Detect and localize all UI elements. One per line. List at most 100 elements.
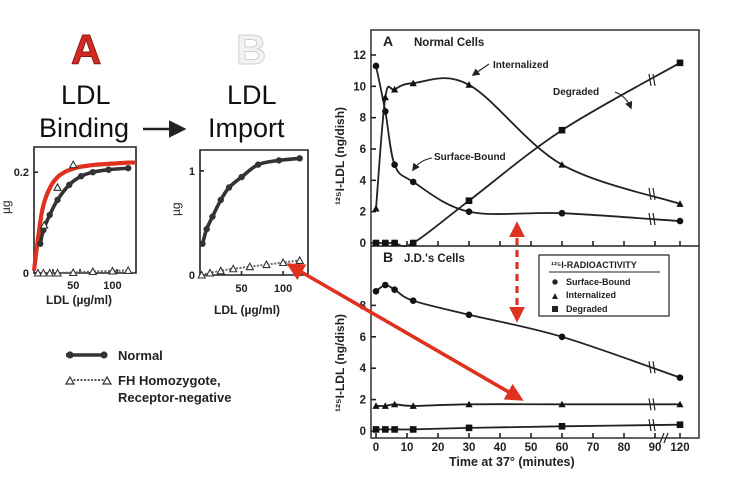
time-xtick-label: 120 bbox=[670, 442, 689, 454]
import-normal-point bbox=[296, 155, 303, 162]
jd-cells-title: J.D.'s Cells bbox=[404, 253, 465, 265]
binding-normal-point bbox=[54, 196, 61, 204]
normal-cells-ytick-label: 8 bbox=[360, 113, 367, 125]
import-normal-point bbox=[199, 240, 206, 247]
normal-cells-internalized-line bbox=[375, 77, 681, 209]
import-fh-point bbox=[228, 264, 238, 273]
normal-cells-internalized-point bbox=[465, 81, 473, 88]
normal-cells-degraded-point bbox=[382, 239, 389, 247]
normal-cells-internalized-point bbox=[372, 204, 380, 212]
time-course-figure: A Normal Cells B J.D.'s Cells ¹²⁵I-LDL (… bbox=[333, 29, 700, 469]
jd-cells-ytick-label: 0 bbox=[360, 426, 366, 438]
jd-cells-surface-point bbox=[465, 311, 473, 319]
import-ytick-label: 0 bbox=[189, 270, 195, 282]
jd-cells-degraded-point bbox=[391, 426, 398, 433]
jd-cells-break-mark bbox=[652, 419, 656, 432]
binding-fh-point bbox=[123, 265, 133, 275]
import-fh-point bbox=[278, 257, 288, 267]
jd-cells-internalized-point bbox=[391, 400, 399, 408]
binding-fh-point bbox=[38, 268, 48, 277]
binding-normal-point bbox=[77, 173, 85, 180]
jd-cells-internalized-point bbox=[676, 400, 684, 408]
normal-cells-internalized-point bbox=[409, 79, 417, 87]
normal-cells-ytick-label: 10 bbox=[353, 81, 366, 93]
right-legend-internalized: Internalized bbox=[566, 290, 616, 300]
jd-cells-ylabel: ¹²⁵I-LDL (ng/dish) bbox=[333, 314, 347, 412]
import-normal-point bbox=[209, 213, 216, 220]
normal-cells-degraded-point bbox=[465, 197, 473, 204]
legend-normal-label: Normal bbox=[118, 348, 163, 363]
jd-cells-internalized-point bbox=[465, 400, 473, 408]
left-legend: Normal FH Homozygote, Receptor-negative bbox=[64, 348, 231, 405]
import-fh-point bbox=[295, 255, 305, 264]
import-fh-point bbox=[262, 259, 271, 269]
binding-fh-point bbox=[108, 266, 117, 275]
normal-cells-surface-bound-line bbox=[375, 65, 681, 222]
import-xlabel: LDL (µg/ml) bbox=[214, 303, 280, 317]
normal-cells-surface-point bbox=[676, 217, 684, 225]
jd-cells-internalized-point bbox=[381, 402, 389, 409]
normal-cells-degraded-point bbox=[558, 126, 566, 134]
legend-fh-label-2: Receptor-negative bbox=[118, 390, 231, 405]
binding-heading-line1: LDL bbox=[61, 80, 111, 110]
binding-ytick-label: 0 bbox=[23, 268, 29, 280]
normal-cells-surface-point bbox=[558, 209, 566, 217]
normal-cells-internalized-point bbox=[391, 85, 399, 93]
jd-cells-break-mark bbox=[652, 361, 656, 374]
binding-fh-point bbox=[33, 268, 43, 277]
jd-cells-internalized-line bbox=[375, 403, 680, 407]
normal-cells-ytick-label: 6 bbox=[360, 144, 366, 156]
import-normal-point bbox=[217, 196, 224, 204]
normal-cells-surface-point bbox=[465, 208, 473, 215]
binding-ylabel: µg bbox=[0, 200, 13, 214]
normal-cells-internalized-point bbox=[558, 161, 566, 168]
jd-cells-internalized-point bbox=[372, 402, 380, 409]
normal-cells-internalized-point bbox=[381, 93, 389, 101]
import-heading-line1: LDL bbox=[227, 80, 277, 110]
normal-cells-ytick-label: 12 bbox=[353, 50, 366, 62]
time-xtick-label: 30 bbox=[463, 442, 476, 454]
import-fh-point bbox=[197, 270, 207, 279]
import-ylabel: µg bbox=[169, 202, 183, 216]
binding-triangle-marker bbox=[68, 159, 78, 169]
jd-cells-surface-point bbox=[558, 333, 566, 341]
import-normal-point bbox=[275, 157, 283, 164]
import-fh-point bbox=[216, 266, 226, 275]
time-xtick-label: 80 bbox=[618, 442, 631, 454]
normal-cells-degraded-point bbox=[391, 239, 398, 247]
normal-cells-degraded-point bbox=[676, 59, 684, 67]
red-link-arrow bbox=[286, 263, 524, 401]
normal-cells-break-mark bbox=[652, 73, 656, 87]
import-fh-point bbox=[205, 268, 215, 277]
binding-normal-point bbox=[124, 164, 132, 172]
jd-cells-surface-point bbox=[409, 297, 417, 304]
time-xtick-label: 20 bbox=[432, 442, 445, 454]
binding-normal-point bbox=[66, 181, 73, 188]
jd-cells-degraded-point bbox=[382, 426, 389, 433]
jd-cells-surface-point bbox=[391, 286, 398, 294]
jd-cells-break-mark bbox=[648, 419, 652, 432]
jd-cells-internalized-point bbox=[409, 402, 417, 409]
normal-cells-degraded-point bbox=[372, 239, 380, 247]
binding-fh-point bbox=[88, 266, 98, 276]
import-normal-line bbox=[200, 156, 302, 246]
binding-normal-point bbox=[46, 211, 53, 219]
jd-cells-degraded-point bbox=[372, 426, 380, 433]
normal-cells-degraded-point bbox=[409, 239, 417, 247]
jd-cells-surface-point bbox=[382, 281, 389, 289]
panel-a-letter: A bbox=[71, 26, 101, 73]
normal-cells-break-mark bbox=[652, 187, 656, 200]
import-normal-point bbox=[238, 173, 245, 181]
binding-xtick-label: 100 bbox=[103, 280, 121, 292]
binding-fh-point bbox=[68, 267, 78, 277]
import-xtick-label: 100 bbox=[274, 283, 292, 295]
normal-cells-letter: A bbox=[383, 33, 393, 49]
time-xtick-label: 90 bbox=[649, 442, 662, 454]
normal-cells-ylabel: ¹²⁵I-LDL (ng/dish) bbox=[333, 107, 347, 205]
right-frame bbox=[370, 29, 700, 439]
normal-cells-break-mark bbox=[648, 187, 652, 200]
panel-b-letter: B bbox=[236, 26, 266, 73]
import-normal-point bbox=[225, 184, 233, 191]
import-ytick-label: 1 bbox=[189, 166, 195, 178]
